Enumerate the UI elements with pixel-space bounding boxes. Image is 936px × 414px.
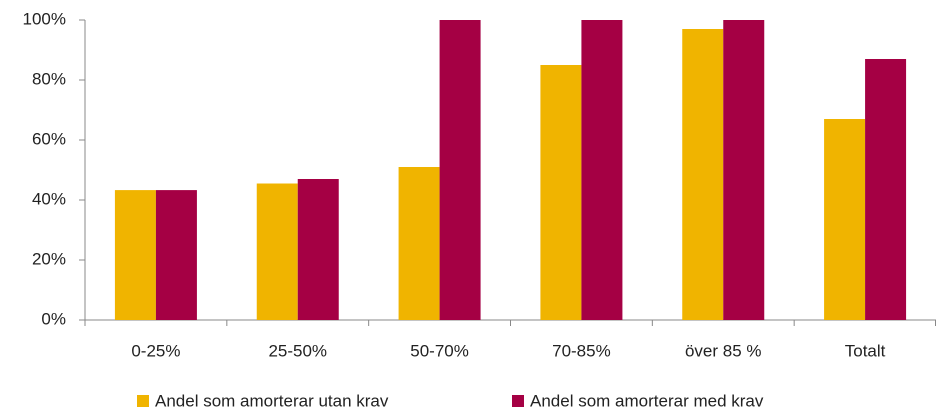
bar <box>114 190 156 320</box>
x-tick-label: Totalt <box>845 341 886 360</box>
y-tick-label: 60% <box>32 129 66 148</box>
bar <box>439 20 481 320</box>
x-tick-label: 50-70% <box>410 341 469 360</box>
legend-swatch <box>512 395 524 407</box>
bar <box>723 20 765 320</box>
bar <box>256 183 298 320</box>
bar <box>398 167 440 320</box>
bar <box>865 59 907 320</box>
bar <box>682 29 724 320</box>
bar <box>155 190 197 320</box>
bar <box>297 179 339 320</box>
legend-label: Andel som amorterar med krav <box>530 391 764 410</box>
legend-label: Andel som amorterar utan krav <box>155 391 389 410</box>
x-tick-label: över 85 % <box>685 341 762 360</box>
bar <box>540 65 582 320</box>
y-tick-label: 100% <box>23 9 66 28</box>
bar <box>581 20 623 320</box>
bar <box>824 119 866 320</box>
x-tick-label: 70-85% <box>552 341 611 360</box>
x-tick-label: 25-50% <box>268 341 327 360</box>
y-tick-label: 20% <box>32 249 66 268</box>
y-tick-label: 80% <box>32 69 66 88</box>
legend-swatch <box>137 395 149 407</box>
y-tick-label: 40% <box>32 189 66 208</box>
y-tick-label: 0% <box>41 309 66 328</box>
x-tick-label: 0-25% <box>131 341 180 360</box>
